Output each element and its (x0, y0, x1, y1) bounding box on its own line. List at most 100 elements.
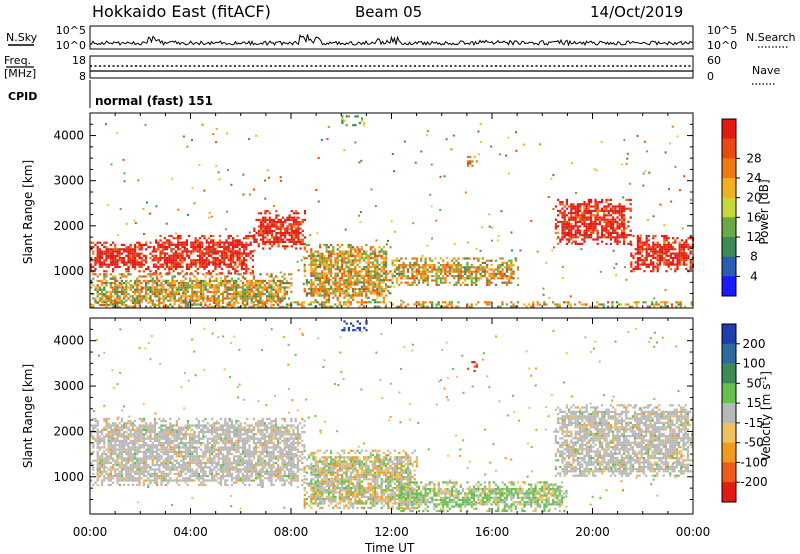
scatter-cell (481, 270, 484, 273)
cpid-label: CPID (8, 90, 37, 103)
scatter-cell (142, 279, 145, 282)
scatter-cell (261, 290, 264, 293)
scatter-cell (347, 268, 350, 271)
scatter-cell (255, 232, 258, 235)
scatter-cell (183, 248, 186, 251)
scatter-speckle (193, 202, 196, 205)
scatter-cell (142, 475, 145, 478)
scatter-speckle (247, 297, 250, 300)
scatter-cell (246, 301, 249, 304)
scatter-region (90, 417, 306, 486)
scatter-cell (601, 231, 604, 234)
scatter-cell (171, 277, 174, 280)
scatter-cell (332, 290, 335, 293)
scatter-cell (332, 296, 335, 299)
scatter-cell (235, 293, 238, 296)
scatter-cell (650, 263, 653, 266)
scatter-cell (114, 301, 117, 304)
scatter-cell (136, 446, 139, 449)
scatter-speckle (430, 163, 433, 166)
scatter-cell (159, 263, 162, 266)
scatter-cell (257, 295, 260, 298)
scatter-cell (160, 275, 163, 278)
scatter-cell (98, 470, 101, 473)
scatter-cell (90, 265, 93, 268)
scatter-cell (142, 270, 145, 273)
scatter-cell (214, 267, 217, 271)
scatter-cell (643, 259, 646, 262)
scatter-cell (431, 259, 434, 262)
scatter-cell (129, 466, 132, 469)
scatter-cell (90, 293, 93, 296)
scatter-cell (583, 216, 586, 219)
scatter-cell (639, 259, 642, 262)
scatter-cell (116, 286, 119, 289)
scatter-cell (318, 303, 321, 306)
scatter-cell (325, 243, 328, 247)
scatter-cell (295, 236, 298, 239)
scatter-cell (140, 470, 143, 473)
scatter-cell (142, 455, 145, 458)
scatter-cell (169, 286, 172, 289)
scatter-cell (512, 272, 515, 275)
scatter-cell (616, 223, 619, 226)
scatter-cell (157, 245, 160, 249)
scatter-cell (191, 303, 194, 306)
scatter-cell (142, 466, 145, 469)
freq-panel (89, 55, 694, 79)
scatter-cell (285, 290, 288, 293)
scatter-speckle (570, 162, 573, 165)
scatter-cell (654, 250, 657, 253)
scatter-cell (178, 305, 181, 308)
scatter-cell (620, 231, 623, 234)
scatter-cell (179, 265, 182, 268)
scatter-cell (627, 198, 630, 201)
scatter-cell (109, 448, 112, 451)
scatter-cell (116, 448, 119, 451)
scatter-cell (435, 283, 438, 286)
scatter-region (90, 273, 293, 309)
scatter-speckle (358, 161, 361, 164)
scatter-cell (354, 283, 357, 286)
scatter-cell (136, 431, 139, 434)
scatter-cell (417, 266, 421, 269)
scatter-cell (678, 245, 681, 249)
scatter-cell (268, 232, 271, 235)
scatter-cell (374, 272, 377, 275)
scatter-cell (670, 303, 673, 306)
scatter-cell (488, 268, 491, 271)
scatter-cell (277, 295, 280, 298)
scatter-cell (636, 250, 639, 253)
scatter-cell (464, 283, 467, 286)
scatter-cell (127, 435, 130, 438)
scatter-cell (140, 288, 143, 291)
scatter-cell (134, 442, 137, 445)
scatter-cell (193, 299, 196, 302)
scatter-cell (330, 272, 333, 275)
scatter-cell (125, 444, 128, 447)
scatter-cell (125, 254, 128, 257)
scatter-cell (563, 212, 566, 215)
scatter-cell (118, 259, 121, 262)
scatter-cell (96, 241, 99, 244)
scatter-cell (235, 297, 238, 300)
nave-tick-top: 60 (707, 54, 721, 67)
scatter-cell (123, 263, 126, 266)
scatter-cell (103, 457, 106, 460)
scatter-cell (678, 261, 681, 264)
scatter-cell (196, 272, 199, 275)
scatter-cell (424, 272, 427, 275)
scatter-cell (557, 214, 560, 217)
scatter-cell (347, 281, 350, 284)
scatter-cell (385, 283, 388, 286)
scatter-cell (142, 457, 145, 460)
scatter-cell (327, 292, 330, 295)
scatter-cell (374, 268, 377, 271)
scatter-cell (352, 290, 355, 293)
scatter-cell (616, 242, 619, 245)
scatter-cell (171, 279, 174, 282)
scatter-cell (281, 279, 284, 282)
scatter-cell (347, 294, 350, 297)
scatter-speckle (95, 261, 98, 264)
scatter-cell (470, 305, 473, 308)
